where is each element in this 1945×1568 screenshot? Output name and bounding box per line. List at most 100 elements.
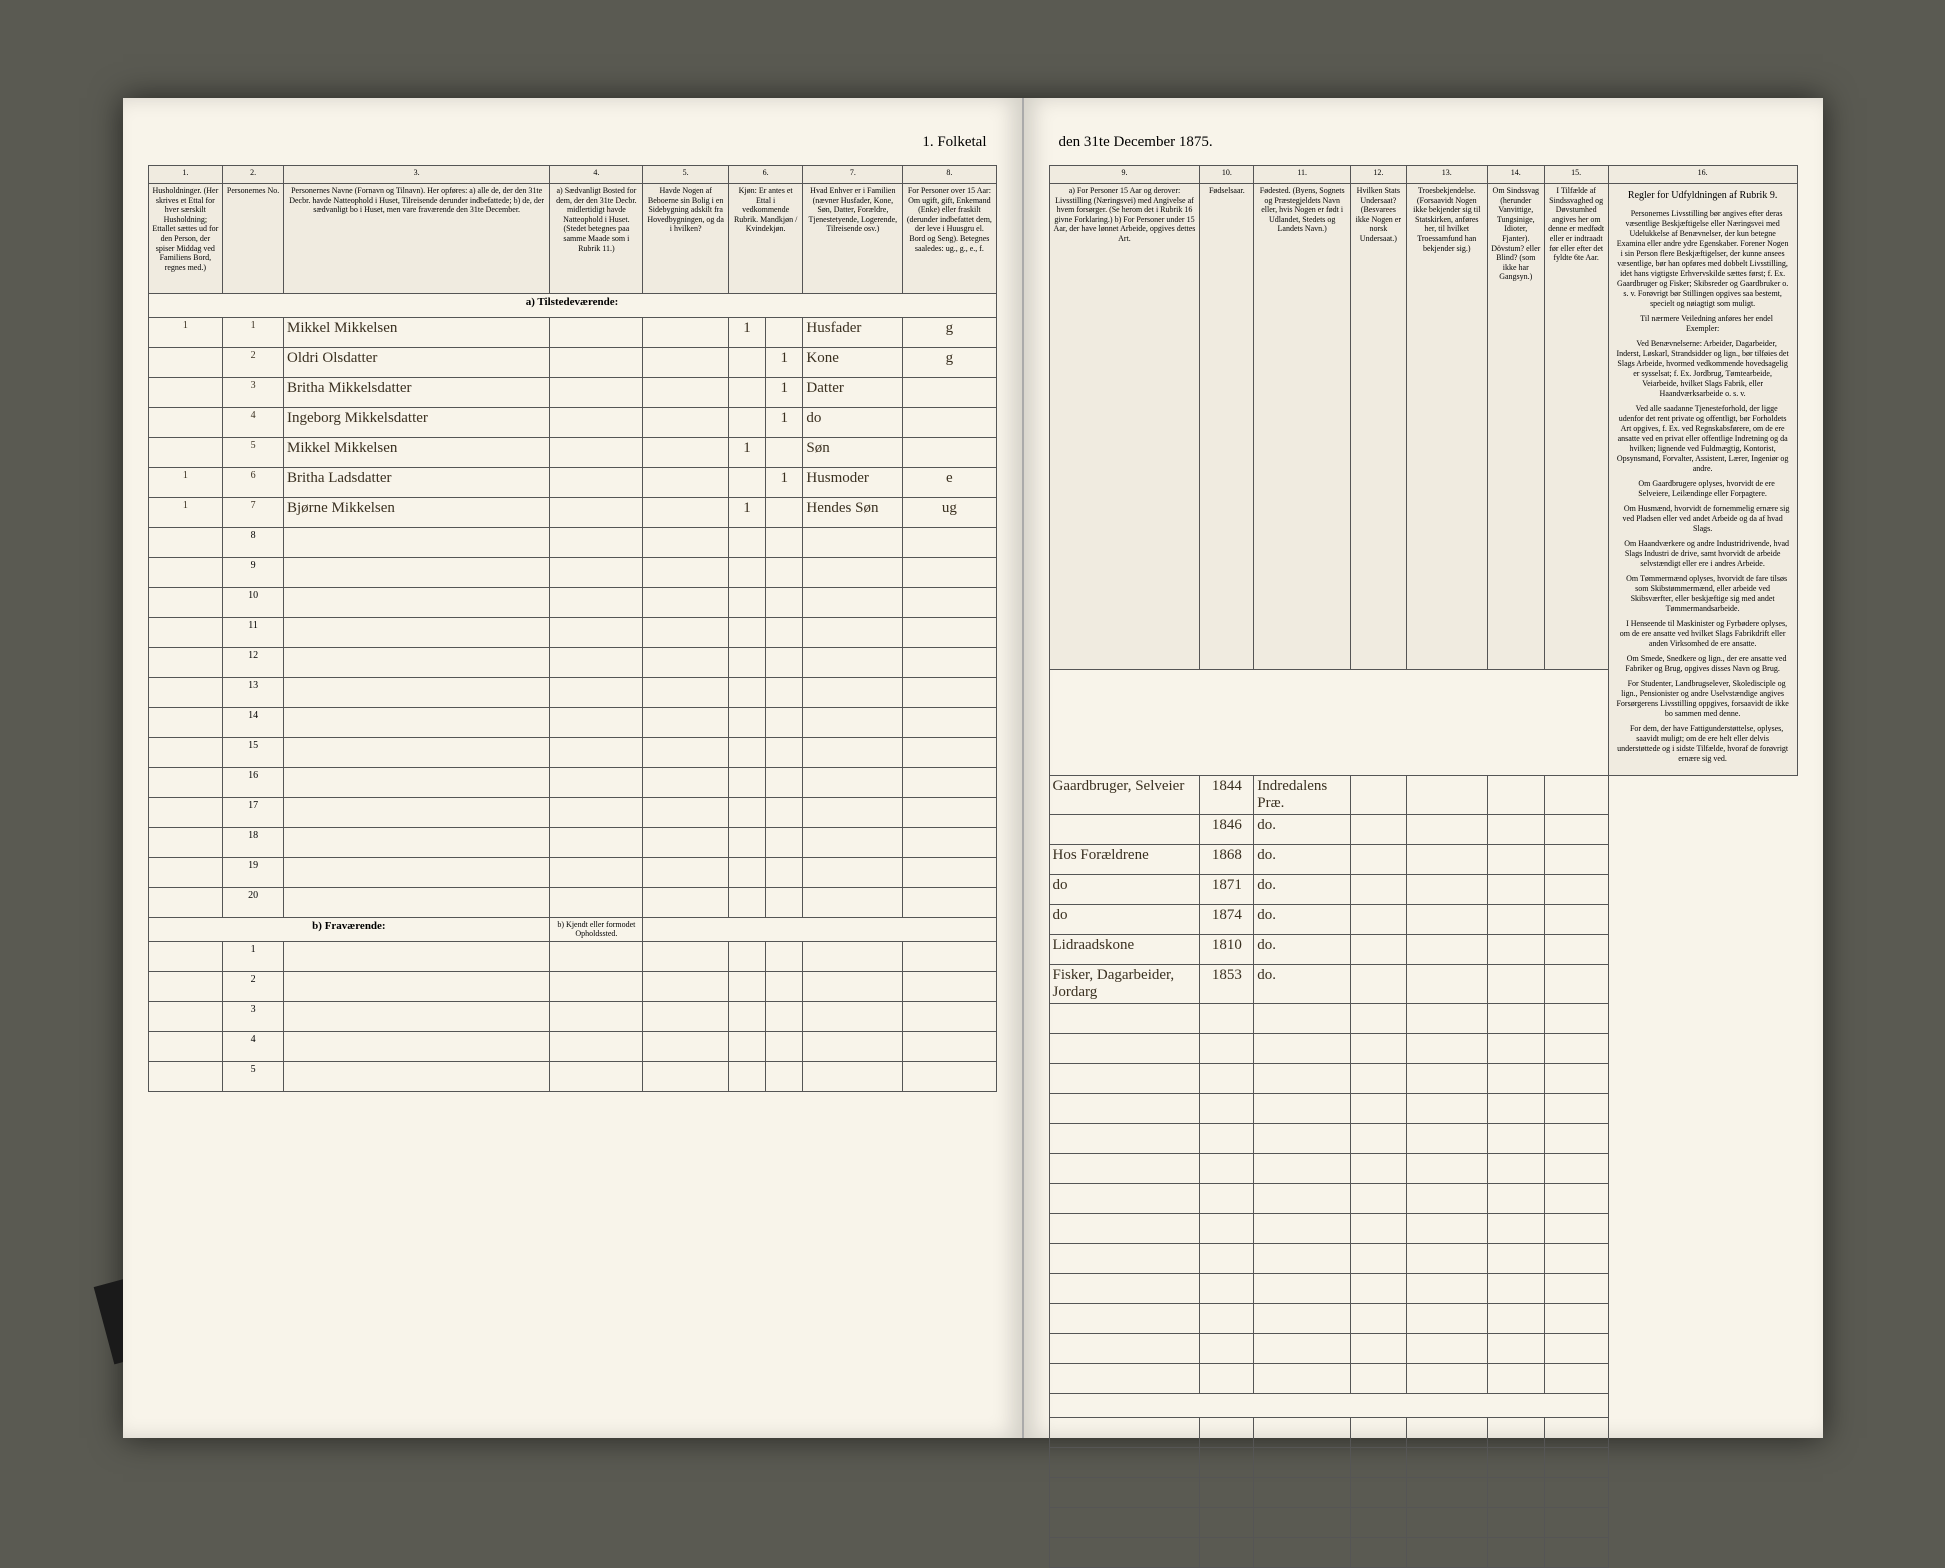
colnum-11: 11.: [1254, 166, 1351, 184]
instruction-paragraph: Om Smede, Snedkere og lign., der ere ans…: [1616, 654, 1790, 674]
colnum-13: 13.: [1406, 166, 1487, 184]
empty-row: [1049, 1123, 1797, 1153]
instruction-paragraph: Til nærmere Veiledning anføres her endel…: [1616, 314, 1790, 334]
empty-row: 13: [148, 678, 996, 708]
empty-row: 15: [148, 738, 996, 768]
colhead-4: a) Sædvanligt Bosted for dem, der den 31…: [550, 184, 643, 294]
empty-row: 16: [148, 768, 996, 798]
empty-row: [1049, 1093, 1797, 1123]
empty-row: [1049, 1273, 1797, 1303]
instruction-paragraph: Ved alle saadanne Tjenesteforhold, der l…: [1616, 404, 1790, 474]
colhead-8: For Personer over 15 Aar: Om ugift, gift…: [903, 184, 996, 294]
instructions-cell: Regler for Udfyldningen af Rubrik 9. Per…: [1608, 184, 1797, 776]
empty-row: 3: [148, 1002, 996, 1032]
colhead-1: Husholdninger. (Her skrives et Ettal for…: [148, 184, 223, 294]
page-title-right: den 31te December 1875.: [1049, 128, 1798, 157]
table-row: do 1874 do.: [1049, 904, 1797, 934]
empty-row: [1049, 1447, 1797, 1477]
colnum-14: 14.: [1487, 166, 1544, 184]
colnum-9: 9.: [1049, 166, 1200, 184]
cell-name: Oldri Olsdatter: [283, 348, 549, 378]
instruction-paragraph: I Henseende til Maskinister og Fyrbødere…: [1616, 619, 1790, 649]
instructions-title: Regler for Udfyldningen af Rubrik 9.: [1616, 190, 1790, 203]
table-row: 5 Mikkel Mikkelsen 1 Søn: [148, 438, 996, 468]
section-b-col4-label: b) Kjendt eller formodet Opholdssted.: [550, 918, 643, 942]
colnum-4: 4.: [550, 166, 643, 184]
cell-name: Mikkel Mikkelsen: [283, 438, 549, 468]
colnum-12: 12.: [1351, 166, 1406, 184]
table-row: 1 7 Bjørne Mikkelsen 1 Hendes Søn ug: [148, 498, 996, 528]
census-table-left: 1. 2. 3. 4. 5. 6. 7. 8. Husholdninger. (…: [148, 165, 997, 1092]
colhead-11: Fødested. (Byens, Sognets og Præstegjeld…: [1254, 184, 1351, 670]
empty-row: [1049, 1183, 1797, 1213]
instruction-paragraph: For Studenter, Landbrugselever, Skoledis…: [1616, 679, 1790, 719]
instruction-paragraph: Om Tømmermænd oplyses, hvorvidt de fare …: [1616, 574, 1790, 614]
table-row: Fisker, Dagarbeider, Jordarg 1853 do.: [1049, 964, 1797, 1003]
instruction-paragraph: Om Haandværkere og andre Industridrivend…: [1616, 539, 1790, 569]
cell-name: Britha Mikkelsdatter: [283, 378, 549, 408]
colhead-3: Personernes Navne (Fornavn og Tilnavn). …: [283, 184, 549, 294]
empty-row: [1049, 1303, 1797, 1333]
colnum-8: 8.: [903, 166, 996, 184]
colnum-1: 1.: [148, 166, 223, 184]
colhead-14: Om Sindssvag (herunder Vanvittige, Tungs…: [1487, 184, 1544, 670]
instruction-paragraph: Om Gaardbrugere oplyses, hvorvidt de ere…: [1616, 479, 1790, 499]
cell-name: Ingeborg Mikkelsdatter: [283, 408, 549, 438]
empty-row: 5: [148, 1062, 996, 1092]
instruction-paragraph: Personernes Livsstilling bør angives eft…: [1616, 209, 1790, 309]
empty-row: 12: [148, 648, 996, 678]
colhead-10: Fødselsaar.: [1200, 184, 1254, 670]
table-row: 1 6 Britha Ladsdatter 1 Husmoder e: [148, 468, 996, 498]
cell-occupation: Hos Forældrene: [1049, 844, 1200, 874]
cell-occupation: do: [1049, 874, 1200, 904]
section-b-label: b) Fraværende:: [148, 918, 550, 942]
cell-name: Bjørne Mikkelsen: [283, 498, 549, 528]
empty-row: [1049, 1003, 1797, 1033]
cell-occupation: Lidraadskone: [1049, 934, 1200, 964]
empty-row: [1049, 1153, 1797, 1183]
table-row: 4 Ingeborg Mikkelsdatter 1 do: [148, 408, 996, 438]
instruction-paragraph: Om Husmænd, hvorvidt de fornemmelig ernæ…: [1616, 504, 1790, 534]
table-row: 2 Oldri Olsdatter 1 Kone g: [148, 348, 996, 378]
empty-row: 17: [148, 798, 996, 828]
empty-row: 2: [148, 972, 996, 1002]
colnum-3: 3.: [283, 166, 549, 184]
page-title-left: 1. Folketal: [148, 128, 997, 157]
cell-occupation: do: [1049, 904, 1200, 934]
colnum-5: 5.: [643, 166, 728, 184]
empty-row: 8: [148, 528, 996, 558]
cell-occupation: Gaardbruger, Selveier: [1049, 775, 1200, 814]
colnum-2: 2.: [223, 166, 284, 184]
empty-row: [1049, 1033, 1797, 1063]
table-row: do 1871 do.: [1049, 874, 1797, 904]
table-row: Lidraadskone 1810 do.: [1049, 934, 1797, 964]
page-right: den 31te December 1875. 9. 10. 11. 12. 1…: [1024, 98, 1823, 1438]
colnum-16: 16.: [1608, 166, 1797, 184]
colnum-7: 7.: [803, 166, 903, 184]
cell-name: Britha Ladsdatter: [283, 468, 549, 498]
colhead-6: Kjøn: Er antes et Ettal i vedkommende Ru…: [728, 184, 803, 294]
empty-row: [1049, 1063, 1797, 1093]
table-row: 1 1 Mikkel Mikkelsen 1 Husfader g: [148, 318, 996, 348]
colnum-10: 10.: [1200, 166, 1254, 184]
colhead-12: Hvilken Stats Undersaat? (Besvarees ikke…: [1351, 184, 1406, 670]
empty-row: [1049, 1333, 1797, 1363]
colnum-6: 6.: [728, 166, 803, 184]
instruction-paragraph: Ved Benævnelserne: Arbeider, Dagarbeider…: [1616, 339, 1790, 399]
empty-row: 4: [148, 1032, 996, 1062]
colhead-7: Hvad Enhver er i Familien (nævner Husfad…: [803, 184, 903, 294]
instructions-block: Regler for Udfyldningen af Rubrik 9. Per…: [1612, 186, 1794, 773]
page-left: 1. Folketal 1. 2. 3. 4. 5. 6. 7. 8. Hush…: [123, 98, 1024, 1438]
cell-occupation: [1049, 814, 1200, 844]
empty-row: [1049, 1507, 1797, 1537]
census-book: 1. Folketal 1. 2. 3. 4. 5. 6. 7. 8. Hush…: [123, 98, 1823, 1438]
empty-row: 11: [148, 618, 996, 648]
empty-row: 10: [148, 588, 996, 618]
colnum-15: 15.: [1544, 166, 1608, 184]
colhead-9: a) For Personer 15 Aar og derover: Livss…: [1049, 184, 1200, 670]
empty-row: 18: [148, 828, 996, 858]
colhead-15: I Tilfælde af Sindssvaghed og Døvstumhed…: [1544, 184, 1608, 670]
empty-row: [1049, 1537, 1797, 1567]
table-row: Hos Forældrene 1868 do.: [1049, 844, 1797, 874]
cell-occupation: Fisker, Dagarbeider, Jordarg: [1049, 964, 1200, 1003]
